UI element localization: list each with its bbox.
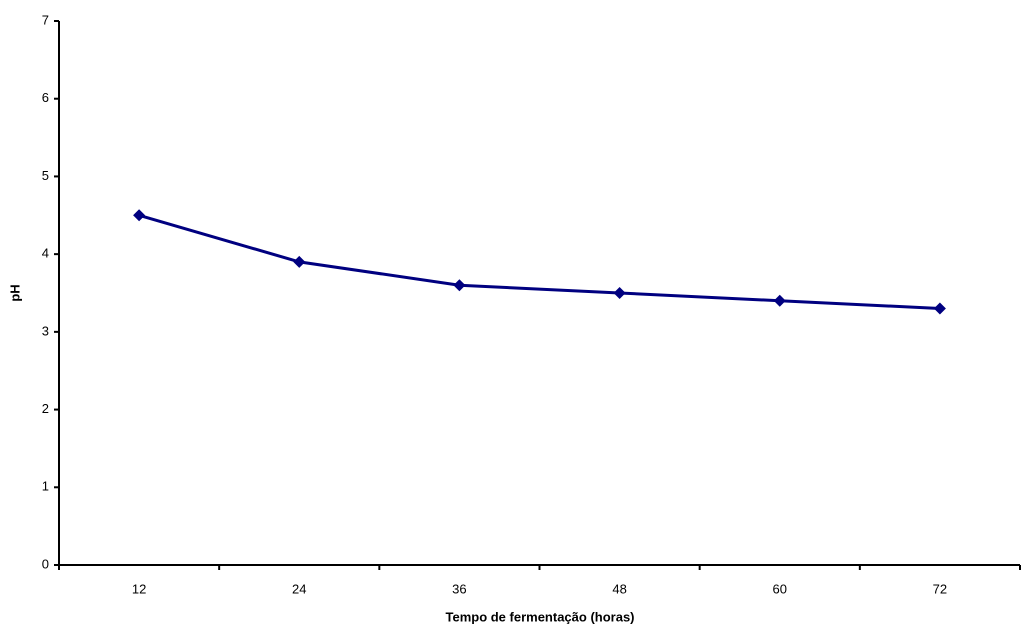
y-tick-label: 4 xyxy=(42,246,49,261)
data-point xyxy=(613,287,626,299)
y-tick-label: 7 xyxy=(42,12,49,27)
x-tick-label: 36 xyxy=(452,581,466,596)
y-tick-label: 0 xyxy=(42,556,49,571)
y-tick-label: 5 xyxy=(42,168,49,183)
data-point xyxy=(453,279,466,292)
y-tick-label: 6 xyxy=(42,90,49,105)
data-point xyxy=(933,302,946,315)
x-tick-label: 24 xyxy=(292,581,306,596)
x-tick-label: 60 xyxy=(773,581,787,596)
series-line xyxy=(138,213,940,310)
y-tick-label: 3 xyxy=(42,323,49,338)
y-axis-label: pH xyxy=(7,284,22,301)
data-point xyxy=(293,255,306,268)
x-tick-label: 72 xyxy=(933,581,947,596)
data-point xyxy=(133,209,146,222)
x-tick-label: 12 xyxy=(132,581,146,596)
data-point xyxy=(773,294,786,307)
y-tick-label: 1 xyxy=(42,479,49,494)
x-tick-label: 48 xyxy=(612,581,626,596)
x-axis-label: Tempo de fermentação (horas) xyxy=(445,609,634,624)
y-tick-label: 2 xyxy=(42,401,49,416)
